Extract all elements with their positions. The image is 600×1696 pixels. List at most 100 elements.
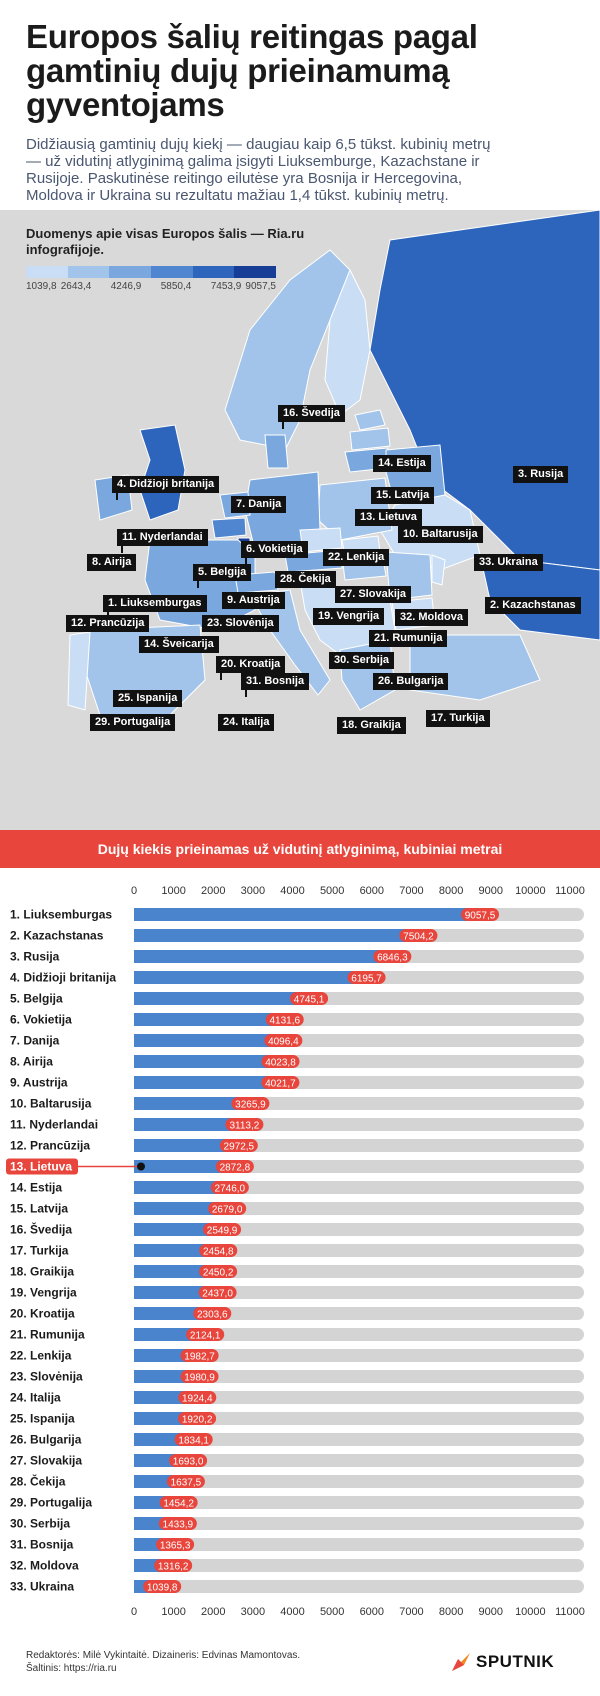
bar-track [134, 1496, 584, 1509]
highlight-label-bg [6, 1158, 78, 1175]
value-label-bg [180, 1370, 219, 1383]
x-tick-label-bottom: 11000 [555, 1606, 585, 1618]
legend-swatch [26, 266, 68, 278]
category-label: 32. Moldova [10, 1559, 79, 1573]
highlight-dot [137, 1162, 145, 1171]
x-tick-label-bottom: 8000 [439, 1606, 463, 1618]
chart-banner: Dujų kiekis prieinamas už vidutinį atlyg… [0, 830, 600, 868]
bar-chart: 0 0 1000 1000 2000 2000 3000 3000 4000 4000 5000 50… [0, 880, 600, 1640]
label-vengrija: 19. Vengrija [313, 608, 385, 625]
label-slovenija: 23. Slovėnija [202, 615, 279, 632]
x-tick-label-bottom: 0 [131, 1606, 137, 1618]
x-tick-label-bottom: 3000 [241, 1606, 265, 1618]
value-label: 6846,3 [377, 953, 408, 964]
legend-tick-label: 4246,9 [110, 281, 142, 292]
value-label-bg [215, 1160, 254, 1173]
value-label: 1834,1 [178, 1436, 209, 1447]
x-tick-label-bottom: 1000 [161, 1606, 185, 1618]
footer-editors: Redaktorės: Milė Vykintaitė. Dizaineris:… [26, 1650, 301, 1661]
page-subtitle: Didžiausią gamtinių dujų kiekį — daugiau… [26, 136, 491, 204]
bar [134, 1055, 294, 1068]
sputnik-logo: SPUTNIK [450, 1650, 554, 1674]
value-label-bg [158, 1517, 197, 1530]
label-prancuzija: 12. Prancūzija [66, 615, 150, 632]
label-lietuva: 13. Lietuva [355, 509, 422, 526]
value-label: 2972,5 [224, 1142, 255, 1153]
value-label-bg [178, 1391, 217, 1404]
category-label: 9. Austrija [10, 1076, 68, 1090]
category-label: 14. Estija [10, 1181, 62, 1195]
shape-norway-sweden [224, 249, 351, 451]
label-baltarusija: 10. Baltarusija [398, 526, 483, 543]
label-serbija: 30. Serbija [329, 652, 395, 669]
map-pin [245, 557, 247, 565]
x-tick-label-top: 6000 [360, 885, 384, 897]
value-label-bg [198, 1286, 237, 1299]
bar [134, 1076, 294, 1089]
legend-swatch [234, 266, 277, 278]
value-label: 3113,2 [229, 1121, 259, 1132]
bar-track [134, 1412, 584, 1425]
x-tick-label-top: 4000 [280, 885, 304, 897]
value-label: 2872,8 [220, 1163, 251, 1174]
bar [134, 971, 380, 984]
category-label: 21. Rumunija [10, 1328, 85, 1342]
label-vokietija: 6. Vokietija [241, 541, 308, 558]
category-label: 25. Ispanija [10, 1412, 75, 1426]
value-label: 1920,2 [182, 1415, 213, 1426]
value-label-bg [193, 1307, 232, 1320]
page-title: Europos šalių reitingas pagal gamtinių d… [26, 18, 478, 123]
bar-track [134, 1328, 584, 1341]
x-tick-label-top: 11000 [555, 885, 585, 897]
value-label-bg [261, 1055, 300, 1068]
bar-track [134, 1307, 584, 1320]
label-nyderlandai: 11. Nyderlandai [117, 529, 208, 546]
shape-moldova [431, 554, 446, 586]
label-kazachstanas: 2. Kazachstanas [485, 597, 581, 614]
value-label: 1454,2 [163, 1499, 194, 1510]
label-belgija: 5. Belgija [193, 564, 252, 581]
category-label: 26. Bulgarija [10, 1433, 82, 1447]
category-label: 17. Turkija [10, 1244, 69, 1258]
value-label: 1924,4 [182, 1394, 213, 1405]
bar [134, 1034, 297, 1047]
category-label: 30. Serbija [10, 1517, 70, 1531]
shape-belgium [211, 517, 247, 539]
shape-portugal [67, 631, 91, 711]
value-label-bg [180, 1349, 219, 1362]
label-rusija: 3. Rusija [513, 466, 569, 483]
bar-track [134, 1370, 584, 1383]
label-rumunija: 21. Rumunija [369, 630, 448, 647]
label-latvija: 15. Latvija [371, 487, 435, 504]
value-label-bg [166, 1475, 205, 1488]
label-bulgarija: 26. Bulgarija [373, 673, 449, 690]
value-label: 1637,5 [171, 1478, 202, 1489]
value-label: 2549,9 [207, 1226, 238, 1237]
value-label-bg [261, 1076, 300, 1089]
legend-swatch [151, 266, 193, 278]
x-tick-label-top: 1000 [161, 885, 185, 897]
value-label: 4021,7 [265, 1079, 296, 1090]
label-ukraina: 33. Ukraina [474, 554, 543, 571]
value-label-bg [290, 992, 329, 1005]
x-tick-label-bottom: 9000 [478, 1606, 502, 1618]
bar-track [134, 1244, 584, 1257]
bar-track [134, 1475, 584, 1488]
x-tick-label-bottom: 6000 [360, 1606, 384, 1618]
legend-swatch [192, 266, 235, 278]
value-label-bg [208, 1202, 247, 1215]
bar-track [134, 1391, 584, 1404]
label-didzioji-britanija: 4. Didžioji britanija [112, 476, 220, 493]
label-ispanija: 25. Ispanija [113, 690, 183, 707]
bar-track [134, 1223, 584, 1236]
value-label: 2450,2 [203, 1268, 234, 1279]
category-label: 15. Latvija [10, 1202, 68, 1216]
bar [134, 1013, 298, 1026]
value-label-bg [265, 1013, 304, 1026]
map-pin [116, 492, 118, 500]
value-label: 4023,8 [265, 1058, 296, 1069]
value-label-bg [199, 1265, 238, 1278]
category-label: 31. Bosnija [10, 1538, 74, 1552]
category-label: 11. Nyderlandai [10, 1118, 98, 1132]
value-label-bg [373, 950, 412, 963]
